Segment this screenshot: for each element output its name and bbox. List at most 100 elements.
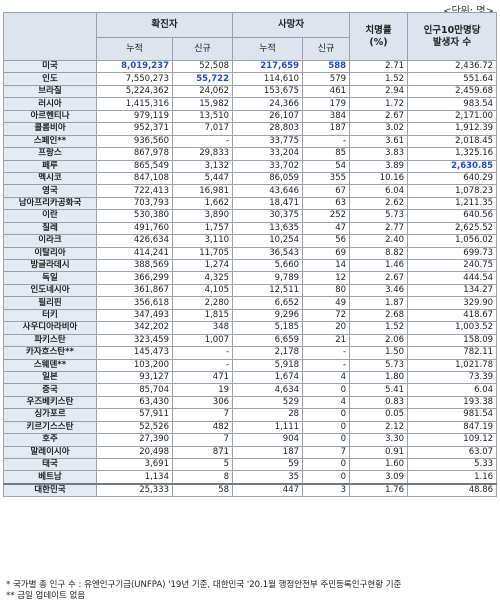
country-name-cell: 필리핀 — [3, 296, 97, 310]
per100k-cell: 109.12 — [407, 433, 498, 447]
confirmed-cumulative-cell: 1,134 — [96, 470, 173, 485]
per100k-cell: 847.19 — [407, 420, 498, 435]
deaths-new-cell: 0 — [302, 408, 351, 422]
per100k-cell: 158.09 — [407, 333, 498, 348]
country-name-cell: 이란 — [3, 209, 97, 223]
confirmed-new-cell: 58 — [171, 482, 234, 498]
country-name-cell: 인도 — [3, 72, 97, 86]
confirmed-cumulative-cell: 722,413 — [96, 184, 173, 198]
per100k-cell: 1,003.52 — [407, 321, 498, 335]
confirmed-new-cell: 15,982 — [171, 97, 234, 111]
country-name-cell: 파키스탄 — [3, 333, 97, 348]
per100k-cell: 5.33 — [407, 457, 498, 472]
per100k-title-2: 발생자 수 — [432, 36, 472, 48]
table-row: 싱가포르 57,911 7 28 0 0.05 981.54 — [3, 408, 498, 422]
per100k-cell: 551.64 — [407, 72, 498, 86]
table-row: 호주 27,390 7 904 0 3.30 109.12 — [3, 433, 498, 447]
fatality-cell: 3.30 — [349, 433, 409, 447]
per100k-cell: 1,078.23 — [407, 184, 498, 198]
confirmed-cumulative-cell: 63,430 — [96, 395, 173, 410]
country-name-cell: 미국 — [3, 59, 97, 74]
confirmed-cumulative-cell: 57,911 — [96, 408, 173, 422]
confirmed-new-cell: 3,110 — [171, 234, 234, 248]
per100k-title-1: 인구10만명당 — [423, 24, 481, 36]
confirmed-cumulative-cell: 7,550,273 — [96, 72, 173, 86]
per100k-cell: 193.38 — [407, 395, 498, 410]
country-name-cell: 태국 — [3, 457, 97, 472]
fatality-cell: 2.06 — [349, 333, 409, 348]
confirmed-cumulative-cell: 85,704 — [96, 383, 173, 397]
confirmed-cumulative-cell: 1,415,316 — [96, 97, 173, 111]
deaths-cumulative-cell: 12,511 — [232, 283, 304, 298]
per100k-cell: 981.54 — [407, 408, 498, 422]
per100k-cell: 48.86 — [407, 482, 498, 498]
country-name-cell: 프랑스 — [3, 147, 97, 161]
deaths-cumulative-cell: 6,659 — [232, 333, 304, 348]
fatality-cell: 1.46 — [349, 258, 409, 273]
deaths-cumulative-cell: 4,634 — [232, 383, 304, 397]
country-name-cell: 남아프리카공화국 — [3, 196, 97, 211]
confirmed-new-cell: 24,062 — [171, 84, 234, 99]
fatality-cell: 2.67 — [349, 271, 409, 285]
fatality-cell: 1.52 — [349, 321, 409, 335]
deaths-cumulative-cell: 114,610 — [232, 72, 304, 86]
confirmed-cumulative-cell: 103,200 — [96, 358, 173, 372]
fatality-cell: 2.62 — [349, 196, 409, 211]
per100k-cell: 1,021.78 — [407, 358, 498, 372]
country-name-cell: 이라크 — [3, 234, 97, 248]
confirmed-new-cell: 7,017 — [171, 122, 234, 136]
fatality-cell: 1.52 — [349, 72, 409, 86]
table-row: 중국 85,704 19 4,634 0 5.41 6.04 — [3, 383, 498, 397]
footnote-2: ** 금일 업데이트 없음 — [6, 591, 86, 601]
confirmed-cumulative-cell: 388,569 — [96, 258, 173, 273]
fatality-cell: 3.09 — [349, 470, 409, 485]
per100k-cell: 640.29 — [407, 171, 498, 186]
confirmed-new-cell: 471 — [171, 370, 234, 385]
confirmed-new-cell: 1,757 — [171, 221, 234, 236]
country-name-cell: 터키 — [3, 308, 97, 323]
fatality-cell: 0.83 — [349, 395, 409, 410]
deaths-cumulative-cell: 187 — [232, 445, 304, 460]
deaths-new-cell: 579 — [302, 72, 351, 86]
confirmed-header: 확진자 — [95, 12, 234, 38]
unit-label: <단위: 명> — [443, 6, 494, 17]
confirmed-new-cell: 7 — [171, 408, 234, 422]
fatality-cell: 2.94 — [349, 84, 409, 99]
fatality-unit: (%) — [369, 36, 388, 48]
table-row: 프랑스 867,978 29,833 33,204 85 3.83 1,325.16 — [3, 147, 498, 161]
confirmed-cumulative-cell: 491,760 — [96, 221, 173, 236]
deaths-cumulative-cell: 447 — [232, 482, 304, 498]
deaths-cumulative-cell: 1,111 — [232, 420, 304, 435]
per100k-cell: 6.04 — [407, 383, 498, 397]
deaths-new-cell: 0 — [302, 470, 351, 485]
deaths-cumulative-cell: 36,543 — [232, 246, 304, 261]
deaths-new-cell: 179 — [302, 97, 351, 111]
deaths-new-cell: 69 — [302, 246, 351, 261]
deaths-new-cell: 0 — [302, 383, 351, 397]
confirmed-new-cell: 52,508 — [171, 59, 234, 74]
table-row: 콜롬비아 952,371 7,017 28,803 187 3.02 1,912.39 — [3, 122, 498, 136]
deaths-cumulative-cell: 13,635 — [232, 221, 304, 236]
country-name-cell: 싱가포르 — [3, 408, 97, 422]
table-row: 인도네시아 361,867 4,105 12,511 80 3.46 134.27 — [3, 283, 498, 298]
deaths-new-cell: 49 — [302, 296, 351, 310]
confirmed-new-cell: 871 — [171, 445, 234, 460]
confirmed-new-cell: - — [171, 346, 234, 360]
deaths-cumulative-cell: 153,675 — [232, 84, 304, 99]
confirmed-cumulative-cell: 952,371 — [96, 122, 173, 136]
fatality-cell: 1.80 — [349, 370, 409, 385]
deaths-new-cell: 355 — [302, 171, 351, 186]
table-row: 우즈베키스탄 63,430 306 529 4 0.83 193.38 — [3, 395, 498, 410]
deaths-new-header: 신규 — [302, 37, 351, 61]
table-row: 대한민국 25,333 58 447 3 1.76 48.86 — [3, 482, 498, 498]
fatality-cell: 2.68 — [349, 308, 409, 323]
deaths-new-cell: 63 — [302, 196, 351, 211]
confirmed-new-cell: 5 — [171, 457, 234, 472]
table-row: 페루 865,549 3,132 33,702 54 3.89 2,630.85 — [3, 159, 498, 173]
country-name-cell: 대한민국 — [3, 482, 97, 498]
table-row: 인도 7,550,273 55,722 114,610 579 1.52 551.64 — [3, 72, 498, 86]
table-row: 멕시코 847,108 5,447 86,059 355 10.16 640.29 — [3, 171, 498, 186]
fatality-cell: 3.83 — [349, 147, 409, 161]
per100k-cell: 73.39 — [407, 370, 498, 385]
confirmed-new-cell: 1,815 — [171, 308, 234, 323]
